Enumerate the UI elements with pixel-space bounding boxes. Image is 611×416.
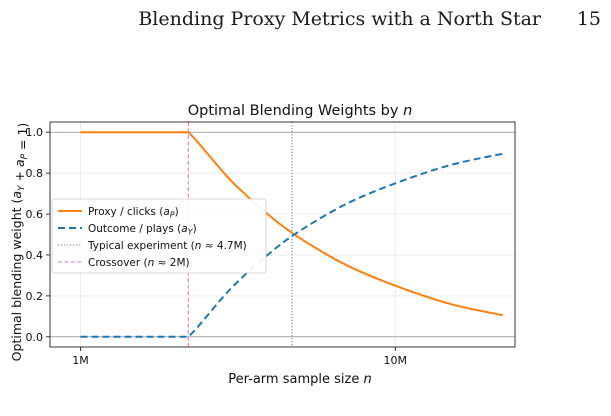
y-tick-label: 0.0 xyxy=(26,331,44,344)
y-axis-label: Optimal blending weight (aY + aP = 1) xyxy=(9,123,30,362)
running-title: Blending Proxy Metrics with a North Star xyxy=(138,8,541,30)
series-lines xyxy=(80,131,504,338)
x-axis-label: Per-arm sample size n xyxy=(228,372,371,387)
y-tick-label: 1.0 xyxy=(26,126,44,139)
series-line-outcome xyxy=(80,152,504,338)
y-tick-label: 0.8 xyxy=(26,167,44,180)
x-tick-label: 1M xyxy=(72,354,89,367)
legend: Proxy / clicks (aP) Outcome / plays (aY) T… xyxy=(51,198,267,274)
chart-title: Optimal Blending Weights by n xyxy=(188,103,413,119)
page-number: 15 xyxy=(576,8,601,30)
legend-box xyxy=(51,198,267,274)
legend-label-typical: Typical experiment (n ≈ 4.7M) xyxy=(87,240,247,252)
legend-label-crossover: Crossover (n ≈ 2M) xyxy=(88,257,190,269)
legend-label-proxy: Proxy / clicks (aP) xyxy=(88,206,179,220)
y-tick-label: 0.2 xyxy=(26,290,44,303)
x-tick-label: 10M xyxy=(384,354,408,367)
axes: 0.0 0.2 0.4 0.6 0.8 1.0 1M 10M xyxy=(26,121,516,367)
legend-label-outcome: Outcome / plays (aY) xyxy=(88,223,197,237)
running-head: Blending Proxy Metrics with a North Star… xyxy=(0,0,611,40)
y-tick-label: 0.4 xyxy=(26,249,44,262)
y-tick-label: 0.6 xyxy=(26,208,44,221)
plot-frame xyxy=(49,121,516,348)
series-line-proxy xyxy=(80,131,504,317)
